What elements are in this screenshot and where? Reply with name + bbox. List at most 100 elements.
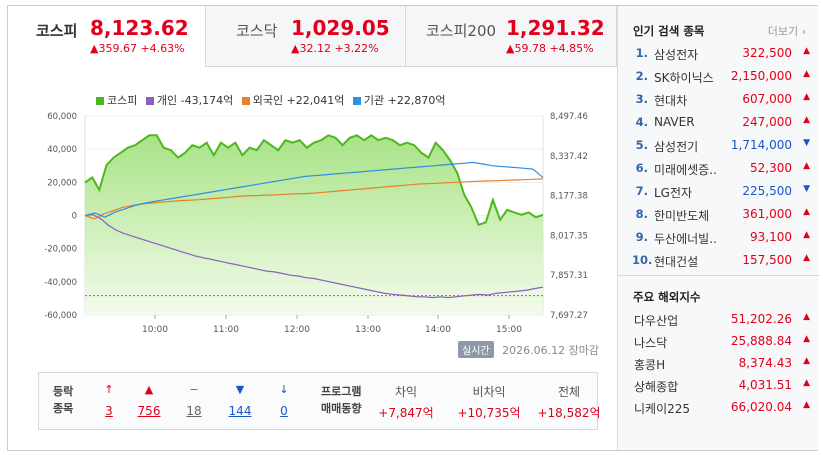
popular-item[interactable]: 3. 현대차 607,000 ▲: [632, 88, 812, 110]
index-name[interactable]: 홍콩H: [634, 358, 666, 372]
y-right-tick-label: 8,497.46: [550, 112, 588, 122]
foreign-swatch-icon: [241, 97, 250, 105]
overseas-index-item[interactable]: 니케이225 66,020.04 ▲: [632, 396, 812, 418]
legend-individual[interactable]: 개인 -43,174억: [145, 94, 233, 107]
x-tick-label: 11:00: [213, 325, 239, 335]
chevron-right-icon: ›: [798, 25, 806, 38]
index-value: 25,888.84: [730, 334, 792, 348]
breadth-count[interactable]: 0: [280, 404, 288, 418]
popular-item[interactable]: 7. LG전자 225,500 ▼: [632, 180, 812, 202]
y-right-tick-label: 7,697.27: [550, 311, 588, 321]
tab-kospi[interactable]: 코스피 8,123.62 ▲359.67 +4.63%: [8, 6, 206, 67]
tab-kospi-price: 8,123.62: [90, 16, 189, 40]
kospi-swatch-icon: [96, 97, 104, 105]
popular-item[interactable]: 10. 현대건설 157,500 ▲: [632, 249, 812, 271]
up-arrow-icon: ▲: [803, 92, 810, 102]
limit-down-icon: ↓: [279, 383, 289, 396]
index-value: 8,374.43: [738, 356, 792, 370]
individual-line: [84, 214, 544, 299]
rank-number: 4.: [635, 115, 648, 129]
breadth-count[interactable]: 756: [137, 404, 161, 418]
overseas-index-item[interactable]: 상해종합 4,031.51 ▲: [632, 374, 812, 396]
index-value: 51,202.26: [730, 312, 792, 326]
legend-institution[interactable]: 기관 +22,870억: [352, 94, 445, 107]
up-arrow-icon: ▲: [803, 253, 810, 263]
overseas-index-item[interactable]: 홍콩H 8,374.43 ▲: [632, 352, 812, 374]
stock-name[interactable]: 삼성전자: [654, 48, 699, 62]
up-arrow-icon: ▲: [803, 312, 810, 322]
more-link[interactable]: 더보기 ›: [768, 23, 806, 39]
rank-number: 7.: [635, 184, 648, 198]
overseas-index-item[interactable]: 다우산업 51,202.26 ▲: [632, 308, 812, 330]
overseas-index-item[interactable]: 나스닥 25,888.84 ▲: [632, 330, 812, 352]
program-value: +7,847억: [378, 406, 434, 420]
popular-item[interactable]: 8. 한미반도체 361,000 ▲: [632, 203, 812, 225]
chart-legend: 코스피 개인 -43,174억 외국인 +22,041억 기관 +22,870억: [96, 92, 450, 108]
stock-price: 93,100: [750, 230, 792, 244]
down-icon: ▼: [235, 383, 245, 396]
kospi-area: [85, 135, 543, 315]
popular-item[interactable]: 6. 미래에셋증.. 52,300 ▲: [632, 157, 812, 179]
up-arrow-icon: ▲: [803, 46, 810, 56]
breadth-count[interactable]: 18: [186, 404, 202, 418]
popular-item[interactable]: 9. 두산에너빌.. 93,100 ▲: [632, 226, 812, 248]
tab-kosdaq-change: ▲32.12 +3.22%: [291, 42, 379, 55]
legend-foreign[interactable]: 외국인 +22,041억: [241, 94, 344, 107]
popular-item[interactable]: 5. 삼성전기 1,714,000 ▼: [632, 134, 812, 156]
index-name[interactable]: 다우산업: [634, 314, 679, 328]
popular-item[interactable]: 4. NAVER 247,000 ▲: [632, 111, 812, 133]
rank-number: 10.: [632, 253, 653, 267]
rank-number: 1.: [635, 46, 648, 60]
popular-item[interactable]: 2. SK하이닉스 2,150,000 ▲: [632, 65, 812, 87]
index-value: 66,020.04: [730, 400, 792, 414]
stock-name[interactable]: 미래에셋증..: [654, 163, 717, 177]
x-tick-label: 10:00: [142, 325, 168, 335]
stock-name[interactable]: 현대건설: [654, 255, 699, 269]
up-arrow-icon: ▲: [803, 400, 810, 410]
realtime-badge[interactable]: 실시간: [458, 341, 494, 358]
up-arrow-icon: ▲: [803, 69, 810, 79]
chart-status: 장마감: [568, 344, 599, 357]
rank-number: 5.: [635, 138, 648, 152]
popular-item[interactable]: 1. 삼성전자 322,500 ▲: [632, 42, 812, 64]
chart-date: 2026.06.12: [502, 344, 566, 357]
stock-name[interactable]: SK하이닉스: [654, 71, 714, 85]
down-arrow-icon: ▼: [803, 138, 810, 148]
index-name[interactable]: 나스닥: [634, 336, 668, 350]
tab-kosdaq-name: 코스닥: [236, 22, 278, 40]
up-arrow-icon: ▲: [803, 378, 810, 388]
market-widget: 코스피 8,123.62 ▲359.67 +4.63% 코스닥 1,029.05…: [7, 5, 819, 451]
stock-name[interactable]: LG전자: [654, 186, 693, 200]
up-arrow-icon: ▲: [803, 230, 810, 240]
stock-name[interactable]: 한미반도체: [654, 209, 710, 223]
overseas-title: 주요 해외지수: [633, 290, 701, 304]
y-left-tick-label: -60,000: [44, 311, 77, 321]
program-value: +18,582억: [537, 406, 601, 420]
kospi-line: [84, 134, 544, 227]
stock-name[interactable]: 현대차: [654, 94, 688, 108]
breadth-count[interactable]: 144: [228, 404, 252, 418]
stock-price: 157,500: [742, 253, 792, 267]
intraday-chart[interactable]: 60,000 40,000 20,000 0 -20,000 -40,000 -60,000…: [8, 106, 617, 346]
tab-kosdaq[interactable]: 코스닥 1,029.05 ▲32.12 +3.22%: [206, 6, 406, 67]
program-title: 전체: [557, 385, 581, 399]
stock-name[interactable]: 삼성전기: [654, 140, 699, 154]
index-name[interactable]: 니케이225: [634, 402, 691, 416]
flat-icon: −: [189, 383, 199, 396]
legend-kospi[interactable]: 코스피: [96, 94, 137, 107]
stock-name[interactable]: 두산에너빌..: [654, 232, 717, 246]
market-breadth-box: 등락 종목 ↑ 3 ▲ 756 − 18 ▼ 144 ↓ 0 프로그램 매매동향 차익 +7,847…: [38, 372, 601, 430]
tab-kospi200[interactable]: 코스피200 1,291.32 ▲59.78 +4.85%: [406, 6, 617, 67]
y-right-tick-label: 8,017.35: [550, 231, 588, 241]
stock-price: 225,500: [742, 184, 792, 198]
y-left-tick-label: -20,000: [44, 245, 77, 255]
index-name[interactable]: 상해종합: [634, 380, 679, 394]
down-arrow-icon: ▼: [803, 184, 810, 194]
stock-price: 607,000: [742, 92, 792, 106]
up-arrow-icon: ▲: [803, 161, 810, 171]
stock-name[interactable]: NAVER: [654, 115, 695, 129]
up-icon: ▲: [144, 383, 154, 396]
y-left-tick-label: -40,000: [44, 278, 77, 288]
breadth-count[interactable]: 3: [105, 404, 113, 418]
individual-swatch-icon: [145, 97, 154, 105]
